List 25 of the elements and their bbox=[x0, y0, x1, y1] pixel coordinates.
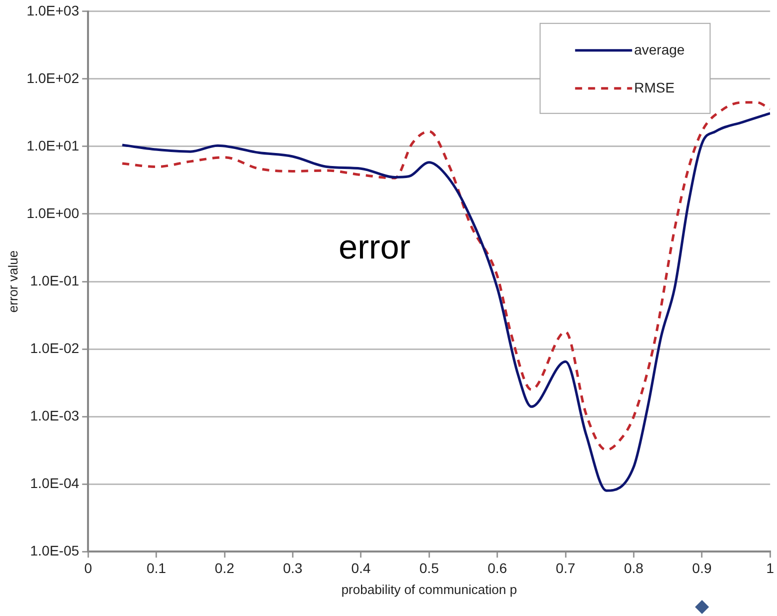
y-tick-label: 1.0E+00 bbox=[26, 204, 80, 221]
legend-label: RMSE bbox=[634, 79, 675, 96]
x-tick-label: 0 bbox=[84, 560, 92, 576]
y-tick-label: 1.0E+01 bbox=[26, 137, 80, 154]
x-tick-label: 0.4 bbox=[351, 560, 371, 576]
annotation: error bbox=[338, 228, 410, 266]
x-tick-label: 0.6 bbox=[488, 560, 508, 576]
y-tick-label: 1.0E-05 bbox=[30, 542, 80, 558]
y-tick-label: 1.0E-03 bbox=[30, 407, 80, 424]
x-tick-label: 0.1 bbox=[146, 560, 166, 576]
x-tick-label: 1 bbox=[766, 560, 774, 576]
x-tick-label: 0.7 bbox=[556, 560, 576, 576]
legend-label: average bbox=[634, 41, 685, 58]
y-tick-label: 1.0E-02 bbox=[30, 340, 80, 356]
x-tick-label: 0.8 bbox=[624, 560, 644, 576]
y-tick-label: 1.0E-01 bbox=[30, 272, 80, 288]
y-tick-label: 1.0E+02 bbox=[26, 70, 80, 86]
y-axis-title: error value bbox=[5, 250, 20, 313]
x-tick-label: 0.9 bbox=[692, 560, 712, 576]
x-axis-title: probability of communication p bbox=[341, 582, 517, 597]
x-tick-label: 0.5 bbox=[419, 560, 440, 576]
y-tick-label: 1.0E+03 bbox=[26, 2, 80, 18]
y-tick-label: 1.0E-04 bbox=[30, 474, 80, 491]
x-tick-label: 0.3 bbox=[283, 560, 303, 576]
x-tick-label: 0.2 bbox=[214, 560, 234, 576]
